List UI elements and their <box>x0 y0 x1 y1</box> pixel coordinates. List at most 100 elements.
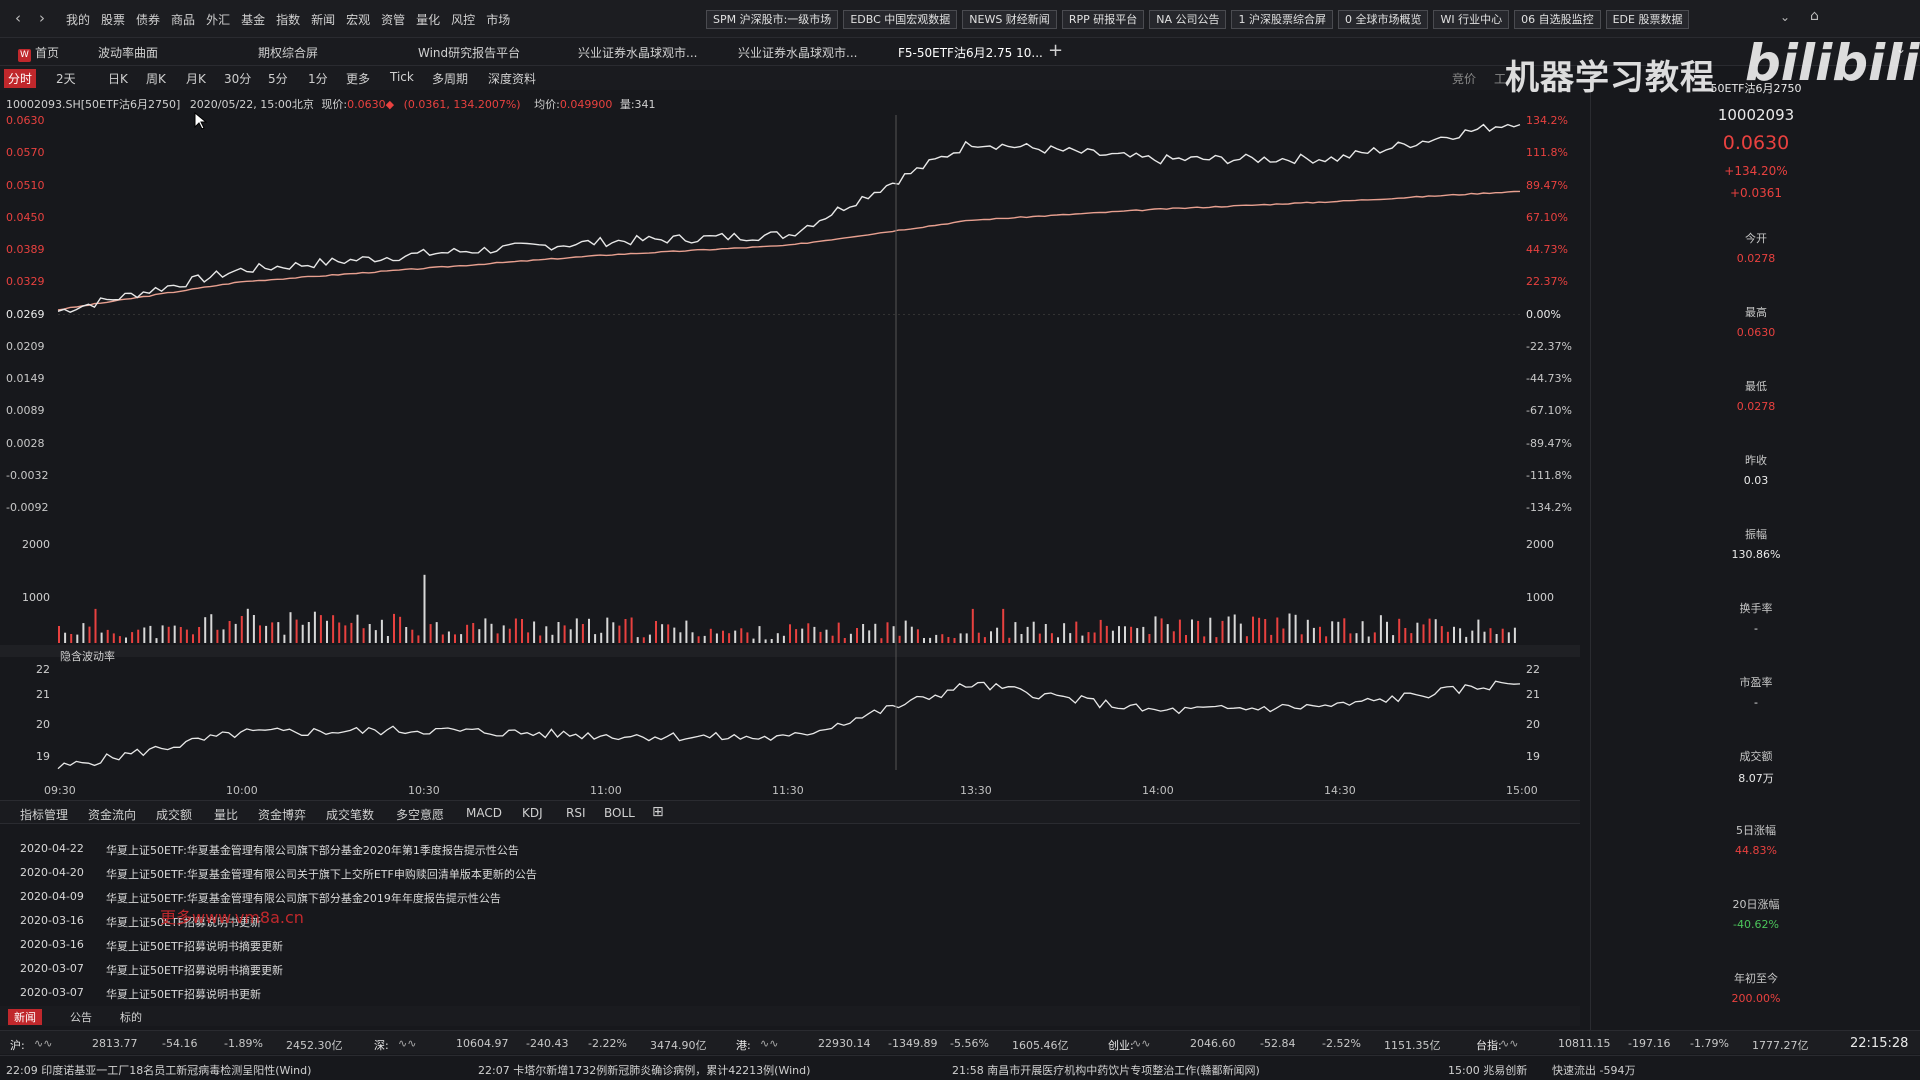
index-name[interactable]: 创业: <box>1108 1039 1134 1052</box>
quick-button[interactable]: EDBC 中国宏观数据 <box>843 10 958 29</box>
tab-crystal-ball-2[interactable]: 兴业证券水晶球观市... <box>738 46 858 60</box>
period-3[interactable]: 周K <box>146 72 166 86</box>
side-field-label: 换手率 <box>1739 602 1773 615</box>
pct-tick-label: 44.73% <box>1526 243 1568 256</box>
news-tab-announcements[interactable]: 公告 <box>70 1011 92 1024</box>
ticker-item[interactable]: 21:58 南昌市开展医疗机构中药饮片专项整治工作(赣鄱新闻网) <box>952 1064 1260 1077</box>
period-9[interactable]: Tick <box>390 70 414 84</box>
indicator-tab[interactable]: 成交额 <box>156 808 193 822</box>
price-tick-label: 0.0329 <box>6 275 45 289</box>
indicator-tab[interactable]: 资金流向 <box>88 808 137 822</box>
auction-toggle[interactable]: 竞价 <box>1452 72 1477 86</box>
news-title[interactable]: 华夏上证50ETF招募说明书摘要更新 <box>106 940 283 953</box>
volume-tick-label: 1000 <box>22 591 50 604</box>
ticker-item[interactable]: 22:09 印度诺基亚一工厂18名员工新冠病毒检测呈阳性(Wind) <box>6 1064 312 1077</box>
volume-bar <box>569 629 572 643</box>
period-1[interactable]: 2天 <box>56 72 76 86</box>
index-name[interactable]: 沪: <box>10 1039 25 1052</box>
quick-button[interactable]: 1 沪深股票综合屏 <box>1231 10 1333 29</box>
news-tab-underlying[interactable]: 标的 <box>120 1011 142 1024</box>
indicator-tab[interactable]: 量比 <box>214 808 239 822</box>
quick-button[interactable]: SPM 沪深股市:一级市场 <box>706 10 839 29</box>
quick-button[interactable]: 06 自选股监控 <box>1514 10 1601 29</box>
menu-item[interactable]: 商品 <box>171 13 196 27</box>
quick-button[interactable]: EDE 股票数据 <box>1605 10 1690 29</box>
tab-50etf-option[interactable]: F5-50ETF沽6月2.75 10... <box>898 46 1043 60</box>
security-name: 50ETF沽6月2750 <box>1710 82 1802 95</box>
quick-button[interactable]: NEWS 财经新闻 <box>962 10 1057 29</box>
news-title[interactable]: 华夏上证50ETF:华夏基金管理有限公司旗下部分基金2020年第1季度报告提示性… <box>106 844 519 857</box>
home-icon[interactable]: ⌂ <box>1810 8 1819 24</box>
volume-bar <box>1343 618 1346 643</box>
index-name[interactable]: 深: <box>374 1039 389 1052</box>
volume-bar <box>941 634 944 643</box>
volume-bar <box>636 637 639 643</box>
period-11[interactable]: 深度资料 <box>488 72 537 86</box>
volume-bar <box>874 623 877 643</box>
indicator-tab[interactable]: 资金博弈 <box>258 808 307 822</box>
tools-toggle[interactable]: 工 <box>1494 72 1507 86</box>
period-0[interactable]: 分时 <box>4 69 37 88</box>
ticker-item[interactable]: 22:07 卡塔尔新增1732例新冠肺炎确诊病例，累计42213例(Wind) <box>478 1064 811 1077</box>
volume-bar <box>1038 633 1041 643</box>
tab-vol-surface[interactable]: 波动率曲面 <box>98 46 159 60</box>
tab-option-screen[interactable]: 期权综合屏 <box>258 46 319 60</box>
menu-item[interactable]: 外汇 <box>206 13 231 27</box>
indicator-tab[interactable]: 多空意愿 <box>396 808 445 822</box>
indicator-tab[interactable]: KDJ <box>522 806 543 820</box>
tab-menu-chevron-icon[interactable]: ⌄ <box>1896 42 1907 56</box>
index-name[interactable]: 台指: <box>1476 1039 1502 1052</box>
news-title[interactable]: 华夏上证50ETF招募说明书更新 <box>106 988 261 1001</box>
quick-button[interactable]: WI 行业中心 <box>1433 10 1510 29</box>
dropdown-chevron-icon[interactable]: ⌄ <box>1780 10 1791 24</box>
add-indicator-icon[interactable]: ⊞ <box>652 804 664 820</box>
menu-item[interactable]: 风控 <box>451 13 476 27</box>
menu-item[interactable]: 基金 <box>241 13 266 27</box>
news-title[interactable]: 华夏上证50ETF招募说明书摘要更新 <box>106 964 283 977</box>
tab-home[interactable]: W 首页 <box>18 44 59 62</box>
volume-bar <box>405 627 408 643</box>
ticker-right-stock[interactable]: 15:00 兆易创新 <box>1448 1064 1528 1077</box>
indicator-tab[interactable]: MACD <box>466 806 502 820</box>
forward-arrow-icon[interactable]: › <box>39 9 45 27</box>
indicator-tab[interactable]: BOLL <box>604 806 635 820</box>
index-name[interactable]: 港: <box>736 1039 751 1052</box>
tab-wind-research[interactable]: Wind研究报告平台 <box>418 46 521 60</box>
menu-item[interactable]: 我的 <box>66 13 91 27</box>
quick-button[interactable]: 0 全球市场概览 <box>1337 10 1429 29</box>
news-tab-news[interactable]: 新闻 <box>8 1009 42 1025</box>
price-line <box>57 123 1521 313</box>
indicator-tab[interactable]: 成交笔数 <box>326 808 375 822</box>
menu-item[interactable]: 新闻 <box>311 13 336 27</box>
period-5[interactable]: 30分 <box>224 72 252 86</box>
news-title[interactable]: 华夏上证50ETF招募说明书更新 <box>106 916 261 929</box>
menu-item[interactable]: 宏观 <box>346 13 371 27</box>
period-8[interactable]: 更多 <box>346 72 371 86</box>
menu-item[interactable]: 市场 <box>486 13 511 27</box>
menu-item[interactable]: 量化 <box>416 13 441 27</box>
menu-item[interactable]: 债券 <box>136 13 161 27</box>
period-4[interactable]: 月K <box>186 72 206 86</box>
menu-item[interactable]: 资管 <box>381 13 406 27</box>
back-arrow-icon[interactable]: ‹ <box>15 9 21 27</box>
quote-side-panel: 50ETF沽6月2750 10002093 0.0630 +134.20% +0… <box>1590 66 1920 1030</box>
volume-bar <box>971 608 974 643</box>
indicator-tab[interactable]: 指标管理 <box>20 808 69 822</box>
menu-item[interactable]: 股票 <box>101 13 126 27</box>
volume-bar <box>1069 633 1072 643</box>
time-tick-label: 10:30 <box>408 784 440 797</box>
news-title[interactable]: 华夏上证50ETF:华夏基金管理有限公司关于旗下上交所ETF申购赎回清单版本更新… <box>106 868 537 881</box>
period-6[interactable]: 5分 <box>268 72 288 86</box>
period-7[interactable]: 1分 <box>308 72 328 86</box>
intraday-chart[interactable] <box>0 105 1590 795</box>
period-2[interactable]: 日K <box>108 72 128 86</box>
volume-bar <box>374 630 377 643</box>
menu-item[interactable]: 指数 <box>276 13 301 27</box>
add-tab-icon[interactable]: + <box>1048 40 1064 61</box>
quick-button[interactable]: RPP 研报平台 <box>1061 10 1145 29</box>
quick-button[interactable]: NA 公司公告 <box>1149 10 1227 29</box>
period-10[interactable]: 多周期 <box>432 72 469 86</box>
indicator-tab[interactable]: RSI <box>566 806 586 820</box>
news-title[interactable]: 华夏上证50ETF:华夏基金管理有限公司旗下部分基金2019年年度报告提示性公告 <box>106 892 501 905</box>
tab-crystal-ball-1[interactable]: 兴业证券水晶球观市... <box>578 46 698 60</box>
